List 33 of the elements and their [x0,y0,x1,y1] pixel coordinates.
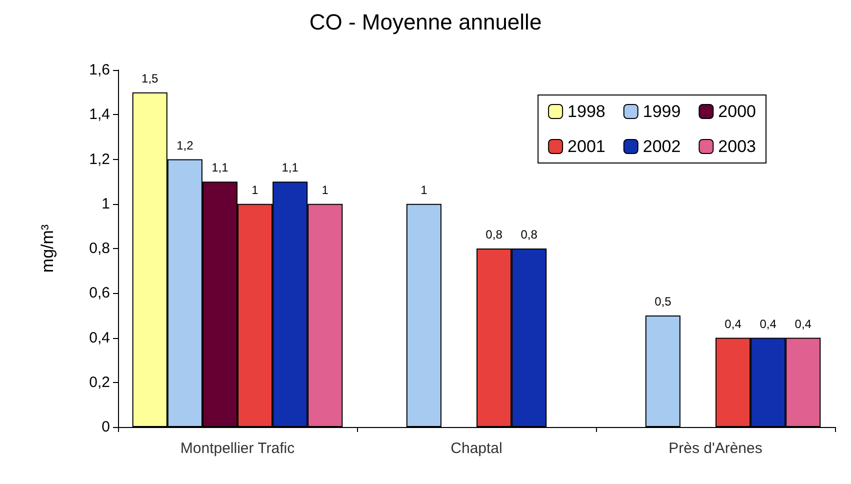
y-tick-label: 1,4 [89,106,110,124]
data-label: 1,1 [282,160,299,175]
legend-label: 2001 [568,137,606,156]
data-label: 0,8 [486,228,503,242]
data-label: 1 [322,182,329,197]
data-label: 0,5 [654,294,672,308]
y-axis-title: mg/m³ [38,224,57,273]
data-label: 0,4 [794,316,812,331]
y-tick-label: 0,6 [89,284,110,302]
data-label: 1 [420,182,428,197]
x-tick-label: Près d'Arènes [668,440,762,457]
y-tick-label: 0,2 [89,374,110,391]
legend-label: 1999 [642,102,681,121]
data-label: 1,1 [212,160,229,175]
legend-label: 1998 [568,102,606,121]
legend-label: 2003 [718,137,756,156]
y-tick-label: 0 [102,418,110,436]
y-tick-label: 0,4 [89,329,110,346]
data-label: 1,2 [176,138,194,152]
data-label: 1 [252,182,259,197]
y-tick-label: 1 [102,195,110,212]
x-tick-label: Montpellier Trafic [180,440,296,457]
data-label: 0,8 [520,228,538,242]
y-tick-label: 1,2 [89,150,110,168]
y-tick-label: 0,8 [89,240,110,257]
legend-label: 2002 [642,137,681,156]
x-tick-label: Chaptal [450,440,502,457]
legend-label: 2000 [718,102,756,121]
chart-title: CO - Moyenne annuelle [309,10,542,34]
data-label: 0,4 [760,316,777,331]
data-label: 1,5 [142,71,159,86]
y-tick-label: 1,6 [89,62,110,78]
data-label: 0,4 [724,316,742,331]
